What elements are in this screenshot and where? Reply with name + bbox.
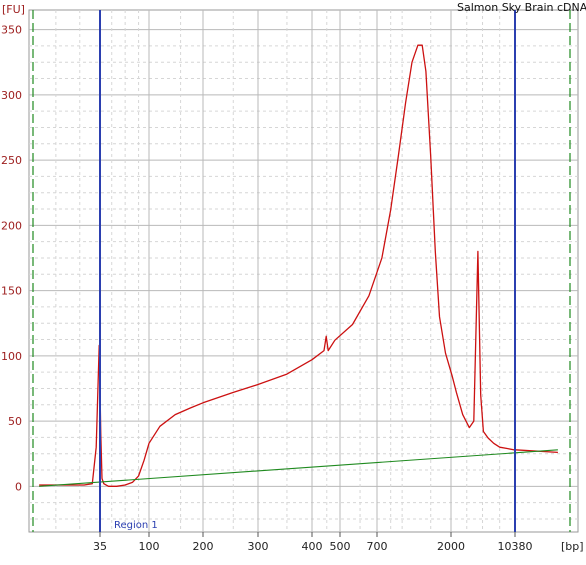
x-tick-label: 200 xyxy=(193,540,214,553)
fluorescence-trace xyxy=(39,44,558,487)
x-tick-label: 2000 xyxy=(437,540,465,553)
y-tick-label: 50 xyxy=(8,415,22,428)
x-axis-label: [bp] xyxy=(561,540,584,553)
y-tick-label: 250 xyxy=(1,154,22,167)
y-tick-label: 100 xyxy=(1,350,22,363)
x-axis-ticks: 35 100 200 300 400 500 700 2000 10380 xyxy=(93,532,533,553)
x-tick-label: 400 xyxy=(302,540,323,553)
region-label: Region 1 xyxy=(114,520,158,531)
series-group xyxy=(39,44,558,487)
region-boundaries xyxy=(32,10,571,532)
y-tick-label: 200 xyxy=(1,219,22,232)
y-axis-ticks: 0 50 100 150 200 250 300 350 xyxy=(1,24,22,494)
baseline-line xyxy=(39,449,558,487)
grid xyxy=(29,10,578,532)
x-tick-label: 10380 xyxy=(498,540,533,553)
x-tick-label: 700 xyxy=(367,540,388,553)
y-tick-label: 300 xyxy=(1,89,22,102)
x-tick-label: 35 xyxy=(93,540,107,553)
plot-area xyxy=(28,9,579,533)
x-tick-label: 100 xyxy=(139,540,160,553)
x-tick-label: 300 xyxy=(248,540,269,553)
y-tick-label: 350 xyxy=(1,24,22,37)
y-tick-label: 0 xyxy=(15,480,22,493)
ladder-markers xyxy=(99,10,516,532)
x-tick-label: 500 xyxy=(330,540,351,553)
y-tick-label: 150 xyxy=(1,285,22,298)
chart-title: Salmon Sky Brain cDNA xyxy=(457,1,586,14)
y-axis-label: [FU] xyxy=(2,3,25,16)
